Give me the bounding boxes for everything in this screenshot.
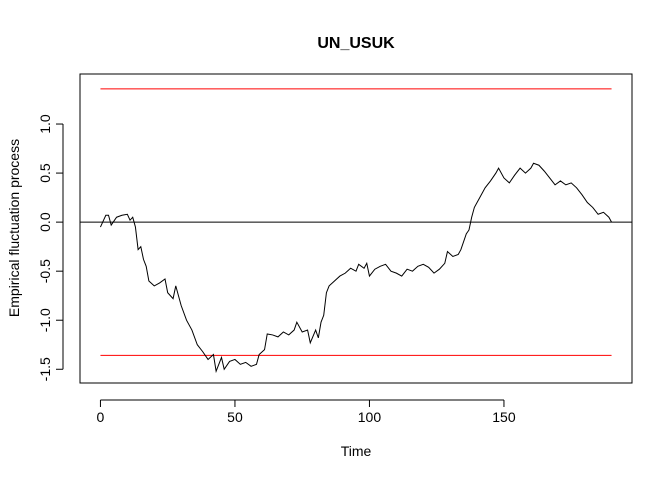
- x-axis-label: Time: [341, 443, 372, 459]
- y-tick-label: 0.0: [37, 212, 53, 232]
- x-tick-label: 0: [97, 409, 105, 425]
- y-axis-label: Empirical fluctuation process: [6, 139, 22, 317]
- x-tick-label: 150: [492, 409, 516, 425]
- chart-title: UN_USUK: [317, 35, 395, 52]
- y-tick-label: -1.5: [37, 357, 53, 381]
- x-tick-label: 50: [227, 409, 243, 425]
- x-tick-label: 100: [358, 409, 382, 425]
- y-tick-label: -0.5: [37, 259, 53, 283]
- y-tick-label: -1.0: [37, 308, 53, 332]
- y-tick-label: 0.5: [37, 163, 53, 183]
- y-tick-label: 1.0: [37, 114, 53, 134]
- plot-frame: [79, 73, 633, 384]
- data-line: [99, 162, 612, 374]
